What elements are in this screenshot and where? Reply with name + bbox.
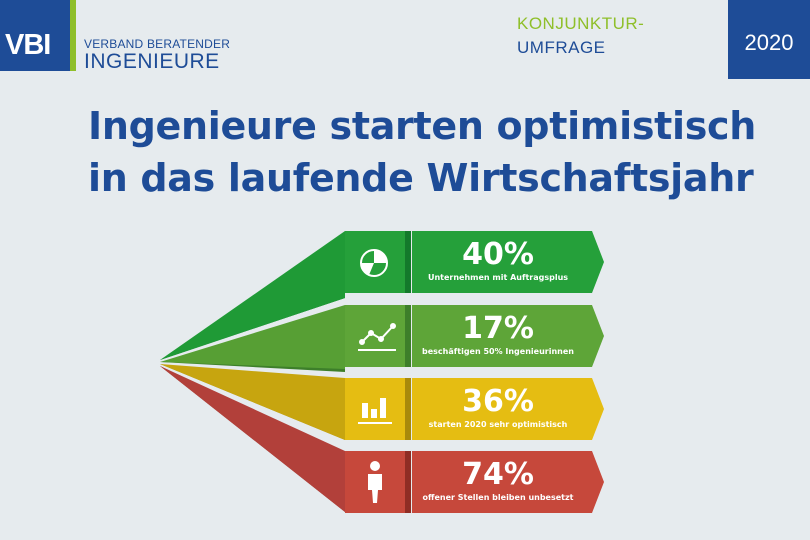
bar-chart-icon bbox=[358, 398, 392, 424]
banner-yellow bbox=[412, 378, 604, 440]
line-chart-icon bbox=[358, 323, 396, 351]
org-name-line1: VERBAND BERATENDER bbox=[84, 37, 231, 51]
banner-red bbox=[412, 451, 604, 513]
stat-item: 17% beschäftigen 50% Ingenieurinnen bbox=[412, 312, 584, 358]
stat-item: 40% Unternehmen mit Auftragsplus bbox=[412, 238, 584, 284]
headline-line1: Ingenieure starten optimistisch bbox=[88, 104, 757, 148]
stat-value: 17% bbox=[462, 311, 534, 346]
stat-value: 36% bbox=[462, 384, 534, 419]
fan-red bbox=[160, 366, 345, 512]
logo-text: VBI bbox=[5, 29, 51, 61]
pie-chart-icon bbox=[360, 249, 388, 277]
survey-title-line1: KONJUNKTUR- bbox=[517, 14, 645, 33]
stat-value: 74% bbox=[462, 457, 534, 492]
banner-olive bbox=[412, 305, 604, 367]
stat-value: 40% bbox=[462, 237, 534, 272]
person-icon bbox=[368, 461, 382, 503]
banner-green bbox=[412, 231, 604, 293]
stat-caption: Unternehmen mit Auftragsplus bbox=[427, 273, 569, 282]
survey-title-line2: UMFRAGE bbox=[517, 38, 606, 57]
year-label: 2020 bbox=[744, 30, 794, 55]
fan-olive bbox=[160, 305, 345, 369]
stat-caption: starten 2020 sehr optimistisch bbox=[428, 420, 568, 429]
stat-caption: offener Stellen bleiben unbesetzt bbox=[422, 493, 574, 502]
stat-item: 74% offener Stellen bleiben unbesetzt bbox=[412, 458, 584, 504]
year-badge: 2020 bbox=[728, 0, 810, 79]
fan-yellow bbox=[160, 364, 345, 440]
fan-green bbox=[160, 231, 345, 360]
stat-item: 36% starten 2020 sehr optimistisch bbox=[412, 385, 584, 431]
headline-line2: in das laufende Wirtschaftsjahr bbox=[88, 156, 754, 200]
org-name-line2: INGENIEURE bbox=[84, 50, 220, 73]
stat-caption: beschäftigen 50% Ingenieurinnen bbox=[422, 347, 574, 356]
